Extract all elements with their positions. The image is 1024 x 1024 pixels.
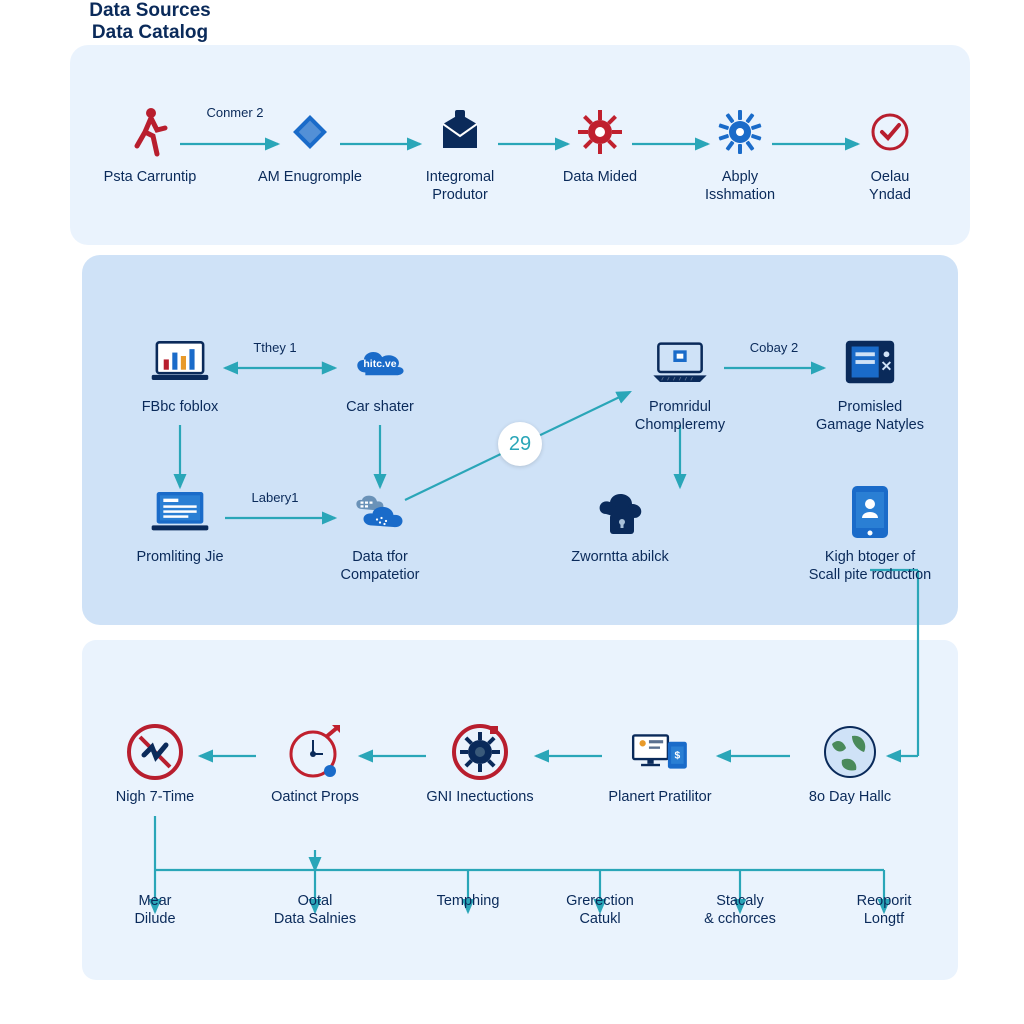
node-out1: Mear Dilude: [80, 892, 230, 928]
node-out3-label: Temphing: [393, 892, 543, 910]
node-out3: Temphing: [393, 892, 543, 910]
node-cat6-label: Data tfor Compatetior: [305, 548, 455, 584]
globe-icon: [820, 722, 880, 782]
node-con4-label: Planert Pratilitor: [585, 788, 735, 806]
node-cat2: hitc.ve Car shater: [305, 332, 455, 416]
check-icon: [860, 102, 920, 162]
node-con3-label: GNI Inectuctions: [405, 788, 555, 806]
node-cat2-label: Car shater: [305, 398, 455, 416]
node-cat7-label: Zworntta abilck: [545, 548, 695, 566]
gear-ring-icon: [450, 722, 510, 782]
cloud-text-icon: hitc.ve: [350, 332, 410, 392]
node-src4-label: Data Mided: [525, 168, 675, 186]
edge-label-e_cat12: Tthey 1: [225, 340, 325, 355]
laptop-list-icon: [150, 482, 210, 542]
clouds-icon: [350, 482, 410, 542]
consumers-panel: [82, 640, 958, 980]
laptop-chart-icon: [150, 332, 210, 392]
node-out2-label: Ootal Data Salnies: [240, 892, 390, 928]
node-con1-label: Nigh 7-Time: [80, 788, 230, 806]
diamond-icon: [280, 102, 340, 162]
node-con2: Oatinct Props: [240, 722, 390, 806]
sources-title: Data Sources: [0, 0, 300, 22]
node-cat8-label: Kigh btoger of Scall pite roduction: [795, 548, 945, 584]
svg-text:$: $: [675, 750, 681, 761]
node-con2-label: Oatinct Props: [240, 788, 390, 806]
edge-label-e_cat34: Cobay 2: [724, 340, 824, 355]
node-src3: Integromal Produtor: [385, 102, 535, 204]
node-con4: $ Planert Pratilitor: [585, 722, 735, 806]
node-con5-label: 8o Day Hallc: [775, 788, 925, 806]
catalog-title: Data Catalog: [0, 22, 300, 44]
center-badge: 29: [498, 422, 542, 466]
node-src2-label: AM Enugromple: [235, 168, 385, 186]
node-src6: Oelau Yndad: [815, 102, 965, 204]
cog-icon: [710, 102, 770, 162]
node-out2: Ootal Data Salnies: [240, 892, 390, 928]
node-src5: Abply Isshmation: [665, 102, 815, 204]
lock-cloud-icon: [590, 482, 650, 542]
node-con3: GNI Inectuctions: [405, 722, 555, 806]
laptop-box-icon: [650, 332, 710, 392]
node-cat5-label: Promliting Jie: [105, 548, 255, 566]
walker-icon: [120, 102, 180, 162]
node-src1-label: Psta Carruntip: [75, 168, 225, 186]
node-src3-label: Integromal Produtor: [385, 168, 535, 204]
node-src5-label: Abply Isshmation: [665, 168, 815, 204]
node-out6: Reoporit Longtf: [809, 892, 959, 928]
svg-text:hitc.ve: hitc.ve: [363, 359, 396, 370]
node-cat7: Zworntta abilck: [545, 482, 695, 566]
tablet-user-icon: [840, 482, 900, 542]
node-con1: Nigh 7-Time: [80, 722, 230, 806]
node-out5: Stacaly & cchorces: [665, 892, 815, 928]
node-cat6: Data tfor Compatetior: [305, 482, 455, 584]
server-icon: [840, 332, 900, 392]
envelope-icon: [430, 102, 490, 162]
node-out4: Grerection Catukl: [525, 892, 675, 928]
edge-label-e_src12: Conmer 2: [185, 105, 285, 120]
node-cat8: Kigh btoger of Scall pite roduction: [795, 482, 945, 584]
gear-icon: [570, 102, 630, 162]
clock-arrow-icon: [285, 722, 345, 782]
screens-icon: $: [630, 722, 690, 782]
node-con5: 8o Day Hallc: [775, 722, 925, 806]
node-out1-label: Mear Dilude: [80, 892, 230, 928]
node-cat3-label: Promridul Chompleremy: [605, 398, 755, 434]
node-out6-label: Reoporit Longtf: [809, 892, 959, 928]
node-src6-label: Oelau Yndad: [815, 168, 965, 204]
node-src4: Data Mided: [525, 102, 675, 186]
cross-circle-icon: [125, 722, 185, 782]
node-cat4-label: Promisled Gamage Natyles: [795, 398, 945, 434]
node-out4-label: Grerection Catukl: [525, 892, 675, 928]
edge-label-e_cat56: Labery1: [225, 490, 325, 505]
node-out5-label: Stacaly & cchorces: [665, 892, 815, 928]
node-cat1-label: FBbc foblox: [105, 398, 255, 416]
